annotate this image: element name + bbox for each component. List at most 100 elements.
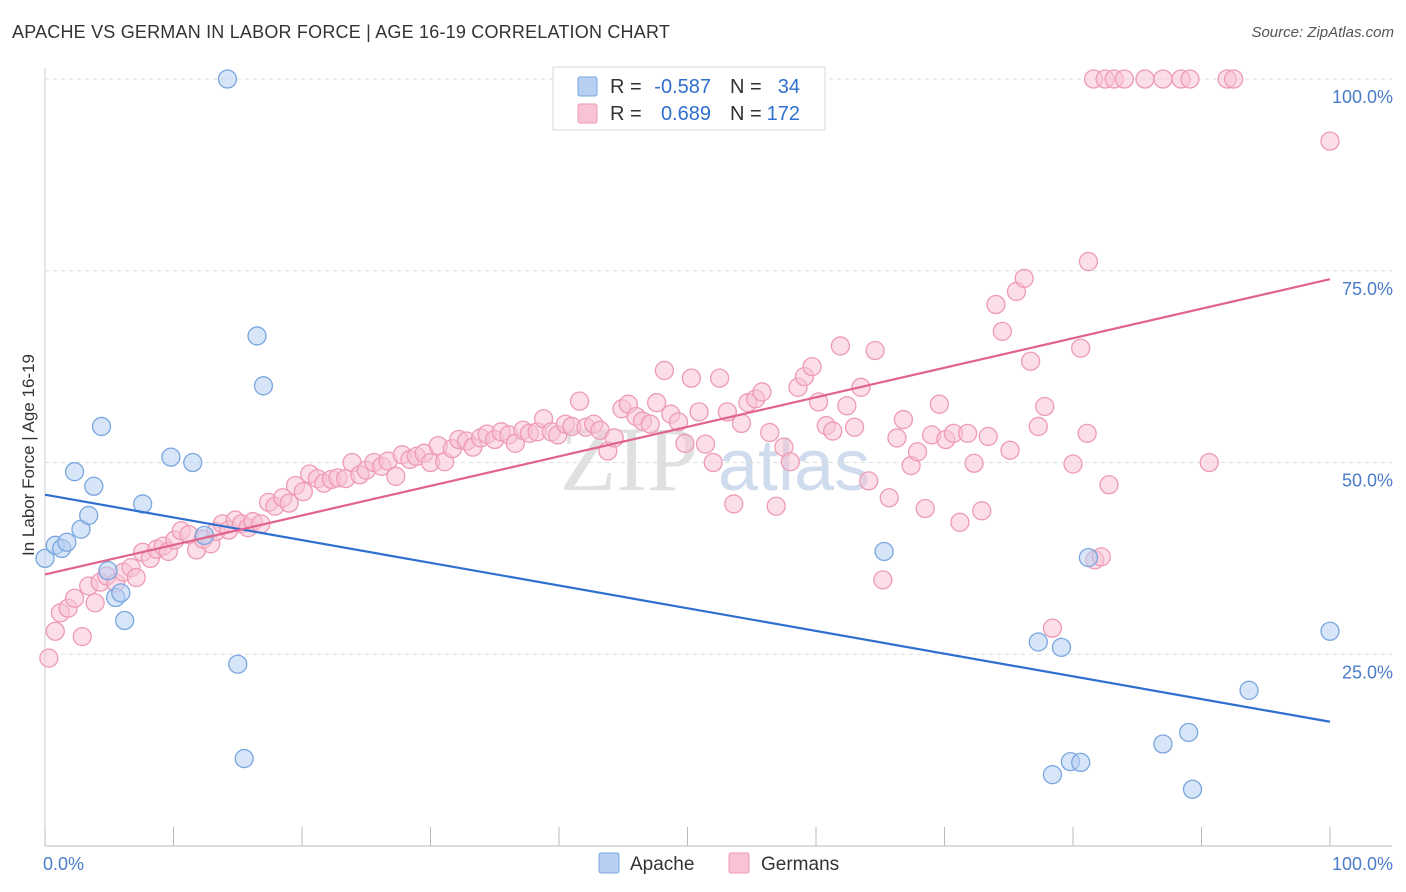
german-point [64,588,85,608]
german-point [45,621,65,641]
apache-point [1078,547,1099,568]
german-point [972,501,992,521]
apache-point [1153,734,1173,754]
german-point [1135,69,1155,89]
german-point [859,471,879,491]
apache-point [1182,779,1203,799]
apache-point [84,476,104,496]
german-point [865,340,885,361]
german-point [681,368,702,388]
german-point [1000,440,1020,460]
apache-trend-line [44,493,1331,723]
y-tick-label: 25.0% [1342,662,1393,682]
german-point [823,421,843,441]
apache-point [1071,752,1091,773]
german-point [689,402,709,422]
german-point [279,493,299,513]
german-point [675,433,695,453]
german-trend-line [44,278,1331,576]
legend-apache-r-label: R = [610,76,642,98]
apache-point [35,548,55,569]
bottom-legend-apache-label: Apache [630,854,694,875]
german-point [766,496,786,516]
german-point [915,498,935,519]
apache-point [64,462,85,482]
apache-point [217,69,238,89]
german-point [893,409,914,430]
german-point [1099,475,1119,495]
german-point [992,321,1012,341]
german-point [986,294,1006,315]
scatter-points [35,69,1340,799]
german-point [1320,131,1340,151]
german-point [844,417,865,437]
german-point [668,412,689,432]
german-point [1199,452,1219,473]
y-tick-label: 50.0% [1342,471,1393,491]
apache-point [874,541,894,562]
legend-german-r-label: R = [610,103,642,125]
stats-legend: R = -0.587 N = 34 R = 0.689 N = 172 [552,66,826,131]
german-point [1020,351,1041,371]
legend-german-n-label: N = [730,103,762,125]
german-point [879,488,899,508]
x-tick-label: 0.0% [43,854,84,874]
german-point [39,648,59,668]
chart-title: APACHE VS GERMAN IN LABOR FORCE | AGE 16… [12,22,671,42]
apache-point [1320,621,1340,641]
german-point [724,494,744,514]
german-point [1223,69,1244,89]
german-point [873,570,893,590]
apache-point [111,583,131,603]
apache-point [247,326,267,346]
apache-point [161,447,181,467]
apache-point [1042,765,1063,785]
bottom-legend-apache-swatch [598,852,620,874]
german-point [85,593,105,613]
y-tick-label: 100.0% [1332,87,1393,107]
german-point [978,426,998,447]
legend-apache-n-value: 34 [778,76,800,98]
german-point [1077,423,1097,444]
gridlines [45,78,1392,655]
german-point [569,391,590,411]
apache-point [115,610,135,631]
apache-point [98,560,118,581]
bottom-legend-germans-label: Germans [761,854,839,875]
german-point [929,394,950,414]
german-point [731,413,752,434]
german-point [887,428,907,448]
german-point [1028,416,1048,437]
apache-point [183,452,203,473]
y-tick-label: 75.0% [1342,279,1393,299]
german-point [802,356,822,377]
legend-apache-n-label: N = [730,76,762,98]
legend-german-n-value: 172 [767,103,800,125]
german-point [760,422,780,443]
y-axis-title: In Labor Force | Age 16-19 [19,354,38,556]
german-point [709,368,730,388]
apache-point [234,748,254,769]
apache-point [1239,680,1259,700]
german-point [386,466,406,486]
source-credit: Source: ZipAtlas.com [1251,24,1394,41]
german-point [1063,454,1083,474]
german-point [1042,618,1063,638]
apache-point [79,505,99,526]
german-point [950,512,970,532]
german-point [1078,251,1099,272]
trend-lines [44,278,1331,723]
german-point [1114,69,1135,89]
apache-point [1051,637,1072,657]
apache-point [57,532,77,552]
german-point [1071,338,1091,358]
german-point [126,567,146,588]
apache-point [1028,632,1048,652]
apache-point [228,654,248,674]
legend-german-swatch [577,103,598,124]
german-point [752,382,772,402]
axes [44,68,1392,847]
german-point [647,393,667,413]
bottom-legend-germans-swatch [728,852,750,874]
